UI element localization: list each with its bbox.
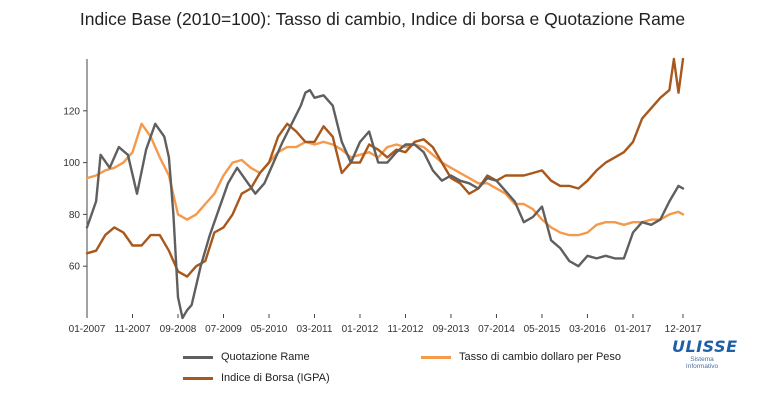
series-line-0: [85, 88, 685, 320]
series-line-1: [85, 57, 685, 278]
logo-wordmark: ULISSE: [672, 337, 738, 356]
x-tick-label: 01-2017: [615, 324, 652, 335]
logo-line2: Informativo: [685, 363, 719, 370]
x-tick-label: 12-2017: [665, 324, 702, 335]
ulisse-logo: ULISSE Sistema Informativo: [672, 337, 738, 370]
x-tick-label: 03-2011: [296, 324, 332, 335]
x-tick-label: 11-2012: [387, 324, 423, 335]
legend-swatch-cambio: [421, 355, 451, 359]
legend-swatch-rame: [183, 355, 213, 359]
logo-line1: Sistema: [690, 356, 714, 363]
x-tick-label: 09-2013: [433, 324, 470, 335]
x-tick-label: 01-2012: [342, 324, 379, 335]
legend-item-rame: Quotazione Rame: [183, 351, 310, 363]
y-tick-label: 80: [69, 210, 81, 221]
x-tick-label: 05-2010: [251, 324, 288, 335]
legend-label-rame: Quotazione Rame: [221, 351, 310, 363]
x-tick-label: 07-2009: [205, 324, 242, 335]
legend-item-borsa: Indice di Borsa (IGPA): [183, 372, 330, 384]
x-tick-label: 05-2015: [524, 324, 561, 335]
x-tick-label: 07-2014: [478, 324, 515, 335]
x-tick-label: 03-2016: [569, 324, 606, 335]
x-tick-label: 01-2007: [69, 324, 106, 335]
legend-item-cambio: Tasso di cambio dollaro per Peso: [421, 351, 621, 363]
chart-title: Indice Base (2010=100): Tasso di cambio,…: [79, 9, 686, 29]
legend-swatch-borsa: [183, 376, 213, 380]
y-tick-label: 60: [69, 262, 81, 273]
y-tick-label: 100: [63, 158, 80, 169]
legend-label-borsa: Indice di Borsa (IGPA): [221, 372, 330, 384]
legend-label-cambio: Tasso di cambio dollaro per Peso: [459, 351, 622, 363]
y-tick-label: 120: [63, 106, 80, 117]
series-line-2: [85, 122, 685, 237]
x-tick-label: 11-2007: [115, 324, 151, 335]
x-tick-label: 09-2008: [160, 324, 197, 335]
